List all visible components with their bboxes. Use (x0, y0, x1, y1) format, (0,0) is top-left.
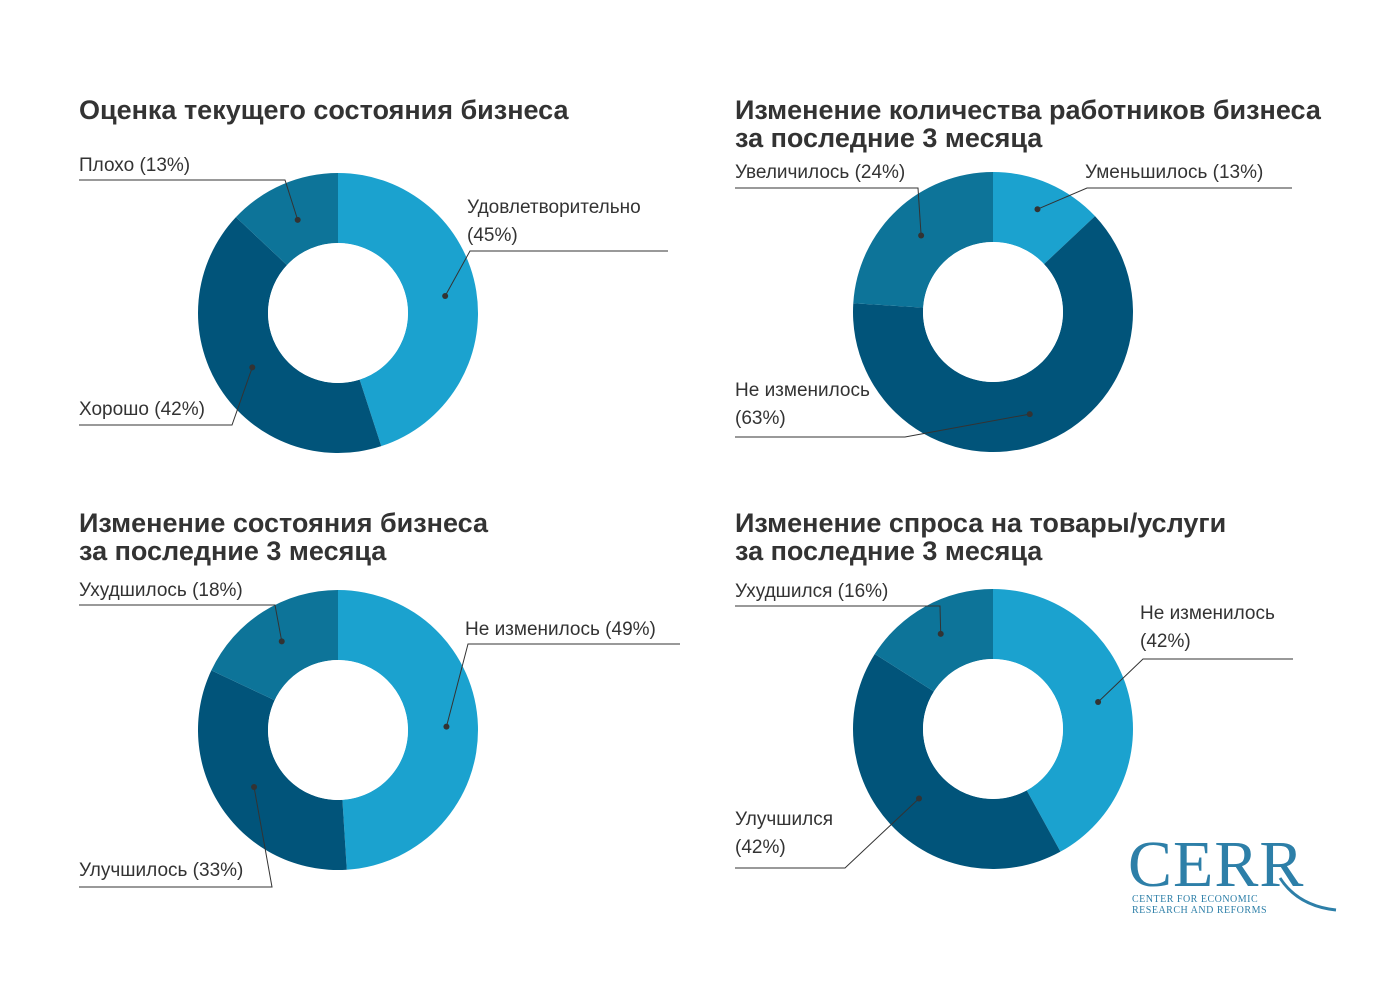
leader-line (445, 643, 680, 727)
donut-slice (338, 589, 479, 870)
leader-line (79, 786, 273, 888)
leader-dot (1026, 411, 1033, 418)
donut-chart (79, 173, 668, 453)
slice-label: Удовлетворительно (45%) (467, 194, 641, 250)
slice-label-line: Увеличилось (24%) (735, 162, 906, 183)
donut-slice (235, 173, 338, 266)
cerr-logo: CERR CENTER FOR ECONOMIC RESEARCH AND RE… (1128, 832, 1348, 922)
leader-line (735, 605, 942, 634)
slice-label: Не изменилось (42%) (1140, 600, 1275, 656)
leader-line (1037, 187, 1292, 210)
donut-hole (923, 659, 1063, 799)
donut-hole (268, 243, 408, 383)
slice-label: Не изменилось (63%) (735, 377, 870, 433)
leader-dot (1034, 206, 1041, 213)
slice-label-line: Плохо (13%) (79, 155, 191, 176)
logo-swoosh-icon (1278, 877, 1337, 912)
slice-label-line: (42%) (735, 837, 786, 858)
slice-label: Ухудшился (16%) (735, 578, 888, 606)
donut-slice (993, 589, 1133, 852)
logo-wordmark: CERR (1128, 828, 1305, 901)
slice-label-line: Улучшился (735, 809, 834, 830)
leader-dot (918, 232, 925, 239)
slice-label-line: (42%) (1140, 631, 1191, 652)
donut-slice (197, 217, 382, 453)
chart-title: Изменение количества работников бизнеса з… (735, 96, 1321, 152)
chart-title: Оценка текущего состояния бизнеса (79, 96, 569, 124)
leader-line (735, 798, 920, 869)
leader-line (79, 367, 253, 426)
leader-dot (442, 293, 449, 300)
leader-dot (916, 795, 923, 802)
leader-line (735, 413, 1030, 438)
chart-title-line: за последние 3 месяца (735, 123, 1043, 153)
slice-label-line: Ухудшился (16%) (735, 581, 889, 602)
slice-label: Хорошо (42%) (79, 396, 205, 424)
chart-title-line: Изменение количества работников бизнеса (735, 95, 1321, 125)
leader-dot (249, 364, 256, 371)
slice-label: Уменьшилось (13%) (1085, 159, 1263, 187)
donut-slice (852, 653, 1061, 869)
chart-title-line: Оценка текущего состояния бизнеса (79, 95, 569, 125)
donut-chart (735, 589, 1293, 869)
donut-hole (268, 660, 408, 800)
logo-subtitle-line: RESEARCH AND REFORMS (1132, 905, 1268, 916)
logo-subtitle: CENTER FOR ECONOMIC RESEARCH AND REFORMS (1132, 894, 1267, 916)
donut-slice (852, 216, 1134, 452)
slice-label-line: Хорошо (42%) (79, 399, 205, 420)
donut-slice (853, 172, 993, 308)
leader-line (79, 604, 283, 642)
leader-dot (278, 638, 285, 645)
donut-chart (79, 589, 680, 888)
slice-label-line: Не изменилось (735, 380, 870, 401)
chart-title-line: за последние 3 месяца (79, 536, 387, 566)
leader-line (735, 187, 922, 236)
donut-slice (338, 173, 479, 447)
slice-label-line: Улучшилось (33%) (79, 860, 244, 881)
chart-title-line: Изменение спроса на товары/услуги (735, 508, 1227, 538)
donut-hole (923, 242, 1063, 382)
donut-chart (735, 172, 1292, 452)
chart-title-line: Изменение состояния бизнеса (79, 508, 489, 538)
chart-title: Изменение спроса на товары/услуги за посл… (735, 509, 1226, 565)
slice-label: Плохо (13%) (79, 152, 190, 180)
donut-slice (874, 589, 993, 692)
chart-title: Изменение состояния бизнеса за последние … (79, 509, 488, 565)
slice-label-line: (45%) (467, 225, 518, 246)
slice-label: Улучшилось (33%) (79, 857, 243, 885)
leader-line (1097, 658, 1293, 703)
slice-label-line: (63%) (735, 408, 786, 429)
slice-label-line: Не изменилось (1140, 603, 1275, 624)
leader-dot (251, 784, 258, 791)
leader-line (444, 250, 668, 297)
slice-label: Ухудшилось (18%) (79, 577, 243, 605)
donut-slice (211, 590, 338, 701)
slice-label: Улучшился (42%) (735, 806, 833, 862)
slice-label: Не изменилось (49%) (465, 616, 656, 644)
slice-label-line: Уменьшилось (13%) (1085, 162, 1264, 183)
leader-dot (1095, 699, 1102, 706)
slice-label-line: Не изменилось (49%) (465, 619, 656, 640)
leader-line (79, 179, 299, 220)
slice-label-line: Удовлетворительно (467, 197, 641, 218)
slice-label: Увеличилось (24%) (735, 159, 905, 187)
slice-label-line: Ухудшилось (18%) (79, 580, 243, 601)
leader-dot (443, 723, 450, 730)
leader-dot (294, 216, 301, 223)
chart-title-line: за последние 3 месяца (735, 536, 1043, 566)
logo-subtitle-line: CENTER FOR ECONOMIC (1132, 894, 1259, 905)
leader-dot (937, 630, 944, 637)
donut-slice (197, 670, 347, 870)
